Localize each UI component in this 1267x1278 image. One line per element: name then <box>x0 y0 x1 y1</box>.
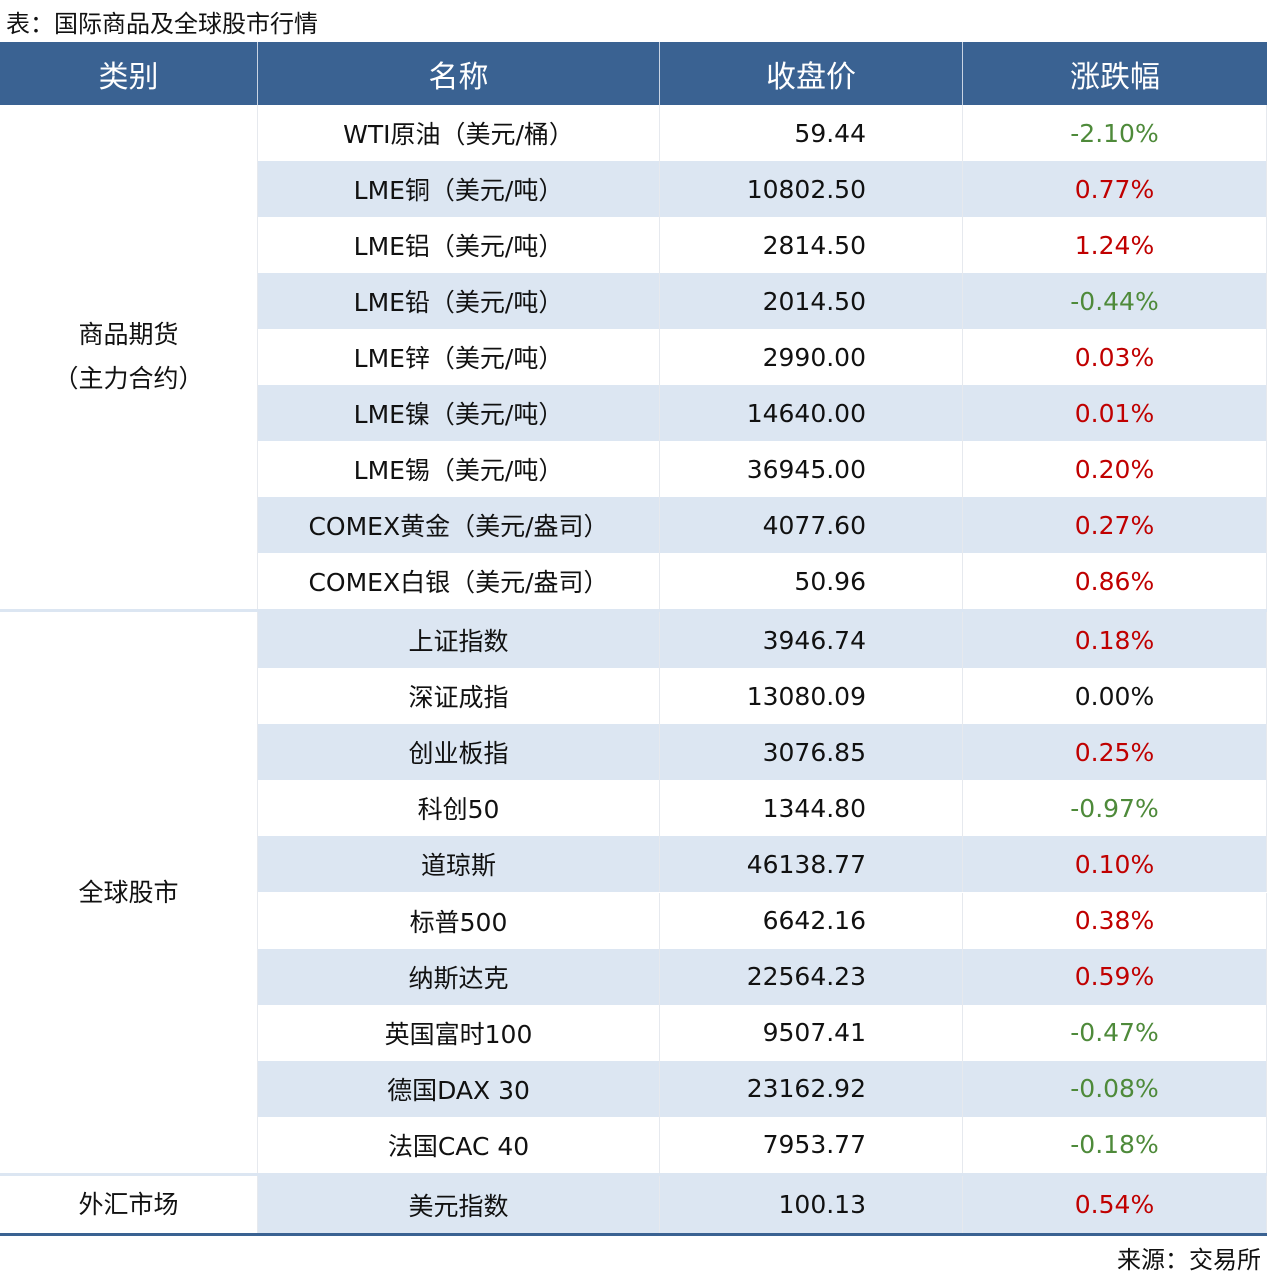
change-cell: 0.18% <box>963 612 1267 669</box>
name-cell: LME锌（美元/吨） <box>258 329 660 385</box>
name-cell: 创业板指 <box>258 724 660 781</box>
change-cell: 0.01% <box>963 385 1267 441</box>
name-cell: 德国DAX 30 <box>258 1060 660 1117</box>
change-cell: 0.03% <box>963 329 1267 385</box>
name-cell: 法国CAC 40 <box>258 1116 660 1173</box>
price-cell: 1344.80 <box>660 780 963 837</box>
source-note: 来源：交易所 <box>1117 1246 1261 1274</box>
price-cell: 6642.16 <box>660 892 963 949</box>
group-separator <box>0 609 1267 612</box>
price-cell: 46138.77 <box>660 836 963 893</box>
name-cell: 标普500 <box>258 892 660 949</box>
price-cell: 2814.50 <box>660 217 963 273</box>
name-cell: LME铜（美元/吨） <box>258 161 660 217</box>
change-cell: 0.86% <box>963 553 1267 609</box>
name-cell: COMEX黄金（美元/盎司） <box>258 497 660 553</box>
name-cell: 深证成指 <box>258 668 660 725</box>
change-cell: 0.77% <box>963 161 1267 217</box>
price-cell: 13080.09 <box>660 668 963 725</box>
change-cell: 0.20% <box>963 441 1267 497</box>
header-change: 涨跌幅 <box>963 42 1267 105</box>
price-cell: 14640.00 <box>660 385 963 441</box>
change-cell: -2.10% <box>963 105 1267 161</box>
header-price: 收盘价 <box>660 42 963 105</box>
group-separator <box>0 1173 1267 1176</box>
change-cell: -0.47% <box>963 1004 1267 1061</box>
change-cell: -0.08% <box>963 1060 1267 1117</box>
name-cell: LME铅（美元/吨） <box>258 273 660 329</box>
price-cell: 9507.41 <box>660 1004 963 1061</box>
price-cell: 4077.60 <box>660 497 963 553</box>
header-name: 名称 <box>258 42 660 105</box>
change-cell: 0.27% <box>963 497 1267 553</box>
category-cell: 全球股市 <box>0 612 258 1173</box>
name-cell: COMEX白银（美元/盎司） <box>258 553 660 609</box>
name-cell: 上证指数 <box>258 612 660 669</box>
price-cell: 10802.50 <box>660 161 963 217</box>
name-cell: 美元指数 <box>258 1176 660 1233</box>
name-cell: 纳斯达克 <box>258 948 660 1005</box>
change-cell: 0.25% <box>963 724 1267 781</box>
price-cell: 3076.85 <box>660 724 963 781</box>
name-cell: WTI原油（美元/桶） <box>258 105 660 161</box>
change-cell: 1.24% <box>963 217 1267 273</box>
table-bottom-border <box>0 1233 1267 1236</box>
category-cell: 商品期货 （主力合约） <box>0 105 258 609</box>
change-cell: -0.97% <box>963 780 1267 837</box>
change-cell: 0.59% <box>963 948 1267 1005</box>
change-cell: 0.54% <box>963 1176 1267 1233</box>
price-cell: 36945.00 <box>660 441 963 497</box>
name-cell: 科创50 <box>258 780 660 837</box>
category-cell: 外汇市场 <box>0 1176 258 1233</box>
price-cell: 2990.00 <box>660 329 963 385</box>
name-cell: LME铝（美元/吨） <box>258 217 660 273</box>
price-cell: 59.44 <box>660 105 963 161</box>
price-cell: 2014.50 <box>660 273 963 329</box>
price-cell: 7953.77 <box>660 1116 963 1173</box>
change-cell: 0.00% <box>963 668 1267 725</box>
change-cell: -0.18% <box>963 1116 1267 1173</box>
change-cell: 0.38% <box>963 892 1267 949</box>
price-cell: 100.13 <box>660 1176 963 1233</box>
name-cell: 英国富时100 <box>258 1004 660 1061</box>
change-cell: -0.44% <box>963 273 1267 329</box>
price-cell: 3946.74 <box>660 612 963 669</box>
price-cell: 50.96 <box>660 553 963 609</box>
name-cell: LME镍（美元/吨） <box>258 385 660 441</box>
price-cell: 22564.23 <box>660 948 963 1005</box>
header-category: 类别 <box>0 42 258 105</box>
name-cell: LME锡（美元/吨） <box>258 441 660 497</box>
table-title: 表：国际商品及全球股市行情 <box>6 10 318 38</box>
price-cell: 23162.92 <box>660 1060 963 1117</box>
change-cell: 0.10% <box>963 836 1267 893</box>
name-cell: 道琼斯 <box>258 836 660 893</box>
